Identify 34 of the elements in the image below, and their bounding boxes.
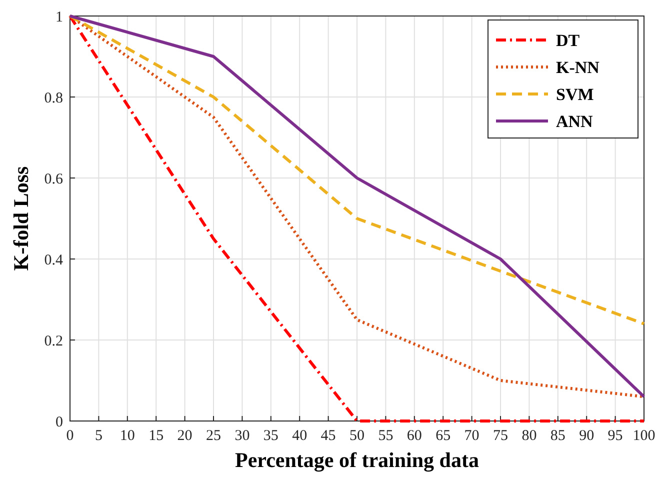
legend-label: DT xyxy=(556,30,580,50)
line-series xyxy=(68,14,646,326)
x-tick-label: 20 xyxy=(177,428,192,444)
x-tick-label: 15 xyxy=(148,428,164,444)
x-tick-label: 35 xyxy=(263,428,278,444)
x-tick-label: 75 xyxy=(493,428,508,444)
x-tick-label: 95 xyxy=(608,428,623,444)
legend-label: ANN xyxy=(556,112,594,131)
x-tick-label: 10 xyxy=(120,428,135,444)
x-tick-label: 25 xyxy=(206,428,221,444)
x-tick-label: 50 xyxy=(350,428,364,444)
y-tick-label: 0.2 xyxy=(44,333,63,350)
x-tick-label: 100 xyxy=(632,428,656,444)
x-tick-label: 60 xyxy=(406,428,422,444)
x-tick-label: 65 xyxy=(436,428,451,444)
x-tick-label: 40 xyxy=(292,428,308,444)
y-tick-label: 1 xyxy=(56,9,63,26)
y-tick-label: 0.4 xyxy=(44,252,64,268)
x-tick-label: 80 xyxy=(522,428,537,444)
x-tick-label: 30 xyxy=(234,428,250,444)
x-tick-label: 90 xyxy=(579,428,594,444)
x-axis-title: Percentage of training data xyxy=(235,448,480,472)
legend-label: SVM xyxy=(556,84,594,104)
x-tick-label: 0 xyxy=(66,428,74,444)
x-tick-label: 55 xyxy=(378,428,394,444)
y-tick-label: 0 xyxy=(56,414,63,430)
y-tick-label: 0.8 xyxy=(44,90,63,106)
x-tick-label: 45 xyxy=(320,428,336,444)
y-axis-title: K-fold Loss xyxy=(9,166,33,271)
legend-label: K-NN xyxy=(556,58,600,77)
x-tick-label: 5 xyxy=(94,428,102,444)
x-tick-label: 70 xyxy=(464,428,480,444)
y-tick-label: 0.6 xyxy=(44,171,64,188)
x-tick-label: 85 xyxy=(550,428,566,444)
